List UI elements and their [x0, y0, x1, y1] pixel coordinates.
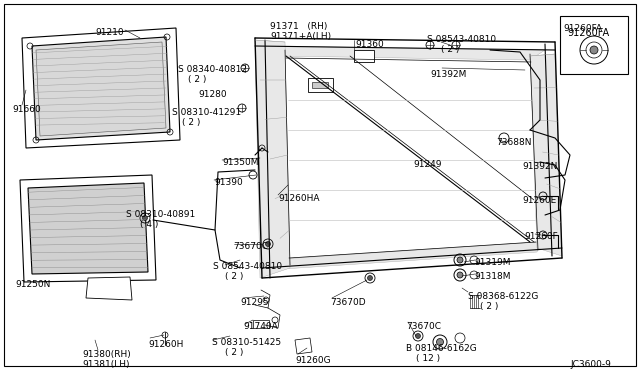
Polygon shape	[255, 40, 290, 278]
Circle shape	[457, 257, 463, 263]
Text: 91250N: 91250N	[15, 280, 51, 289]
Text: 91295: 91295	[240, 298, 269, 307]
Text: S 08340-40812: S 08340-40812	[178, 65, 247, 74]
Circle shape	[266, 241, 271, 247]
Text: 91392M: 91392M	[430, 70, 467, 79]
Text: 91260FA: 91260FA	[563, 24, 602, 33]
Polygon shape	[266, 242, 540, 270]
Text: 91350M: 91350M	[222, 158, 259, 167]
Text: 91360: 91360	[355, 40, 384, 49]
Polygon shape	[86, 277, 132, 300]
Text: 91260HA: 91260HA	[278, 194, 319, 203]
Polygon shape	[32, 37, 170, 140]
Polygon shape	[265, 46, 545, 60]
Text: 91280: 91280	[198, 90, 227, 99]
Text: 91210: 91210	[95, 28, 124, 37]
Text: 91260F: 91260F	[524, 232, 557, 241]
Text: ( 12 ): ( 12 )	[416, 354, 440, 363]
Polygon shape	[530, 54, 562, 256]
Text: 91390: 91390	[214, 178, 243, 187]
Text: 91381(LH): 91381(LH)	[82, 360, 129, 369]
Text: 73688N: 73688N	[496, 138, 531, 147]
Bar	[560, 16, 628, 74]
Text: S 08310-40891: S 08310-40891	[126, 210, 195, 219]
Text: ( 2 ): ( 2 )	[182, 118, 200, 127]
Text: JC3600-9: JC3600-9	[570, 360, 611, 369]
Text: 91260FA: 91260FA	[567, 28, 609, 38]
Text: 91392N: 91392N	[522, 162, 557, 171]
Polygon shape	[20, 175, 156, 282]
Polygon shape	[28, 183, 148, 274]
Bar	[308, 78, 333, 92]
Text: 91260G: 91260G	[295, 356, 331, 365]
Circle shape	[143, 215, 147, 221]
Bar	[312, 82, 328, 88]
Circle shape	[457, 272, 463, 278]
Text: B 08146-6162G: B 08146-6162G	[406, 344, 477, 353]
Text: ( 2 ): ( 2 )	[441, 45, 460, 54]
Text: 91371+A(LH): 91371+A(LH)	[270, 32, 331, 41]
Circle shape	[436, 339, 444, 346]
Text: ( 2 ): ( 2 )	[188, 75, 206, 84]
Text: 91740A: 91740A	[243, 322, 278, 331]
Text: 73670D: 73670D	[330, 298, 365, 307]
Circle shape	[415, 334, 420, 339]
Circle shape	[367, 276, 372, 280]
Text: ( 2 ): ( 2 )	[225, 272, 243, 281]
Text: ( 2 ): ( 2 )	[480, 302, 499, 311]
Text: ( 2 ): ( 2 )	[225, 348, 243, 357]
Polygon shape	[22, 28, 180, 148]
Bar	[354, 50, 374, 62]
Polygon shape	[295, 338, 312, 354]
Text: S 08543-40810: S 08543-40810	[213, 262, 282, 271]
Text: 91371   (RH): 91371 (RH)	[270, 22, 328, 31]
Polygon shape	[36, 42, 166, 136]
Text: 91319M: 91319M	[474, 258, 511, 267]
Text: 91249: 91249	[413, 160, 442, 169]
Text: 91260H: 91260H	[148, 340, 184, 349]
Text: 73670C: 73670C	[233, 242, 268, 251]
Text: 91380(RH): 91380(RH)	[82, 350, 131, 359]
Text: S 08310-41291: S 08310-41291	[172, 108, 241, 117]
Text: S 08368-6122G: S 08368-6122G	[468, 292, 538, 301]
Text: 91660: 91660	[12, 105, 41, 114]
Text: 91318M: 91318M	[474, 272, 511, 281]
Text: ( 4 ): ( 4 )	[140, 220, 158, 229]
Text: 91260E: 91260E	[522, 196, 556, 205]
Text: S 08543-40810: S 08543-40810	[427, 35, 496, 44]
Text: 73670C: 73670C	[406, 322, 441, 331]
Circle shape	[590, 46, 598, 54]
Text: S 08310-51425: S 08310-51425	[212, 338, 281, 347]
Bar	[253, 320, 269, 328]
